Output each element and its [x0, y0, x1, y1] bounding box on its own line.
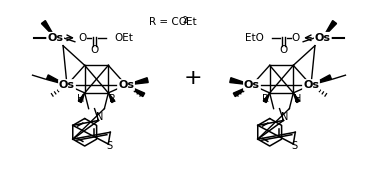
Polygon shape: [42, 21, 55, 38]
Text: R: R: [109, 94, 116, 104]
Text: O: O: [90, 45, 99, 55]
Text: Et: Et: [186, 17, 197, 27]
Polygon shape: [311, 75, 332, 85]
Text: H: H: [77, 94, 84, 104]
Polygon shape: [263, 93, 270, 103]
Text: +: +: [184, 68, 202, 88]
Text: N: N: [96, 112, 103, 122]
Text: R: R: [262, 94, 269, 104]
Text: S: S: [106, 141, 112, 151]
Polygon shape: [126, 85, 145, 97]
Polygon shape: [293, 93, 300, 103]
Polygon shape: [126, 78, 148, 85]
Text: EtO: EtO: [245, 33, 264, 43]
Text: R = CO: R = CO: [149, 17, 187, 27]
Text: Os: Os: [118, 80, 134, 90]
Polygon shape: [108, 93, 115, 103]
Text: Os: Os: [47, 33, 63, 43]
Text: Os: Os: [59, 80, 75, 90]
Polygon shape: [323, 21, 336, 38]
Text: 2: 2: [182, 16, 187, 25]
Polygon shape: [233, 85, 252, 97]
Text: O: O: [279, 45, 288, 55]
Text: OEt: OEt: [114, 33, 133, 43]
Text: O: O: [291, 33, 299, 43]
Text: O: O: [79, 33, 87, 43]
Text: Os: Os: [315, 33, 331, 43]
Polygon shape: [78, 93, 85, 103]
Text: H: H: [294, 94, 301, 104]
Text: N: N: [281, 112, 288, 122]
Text: Os: Os: [303, 80, 319, 90]
Text: S: S: [291, 141, 297, 151]
Polygon shape: [46, 75, 67, 85]
Text: Os: Os: [244, 80, 260, 90]
Polygon shape: [230, 78, 252, 85]
